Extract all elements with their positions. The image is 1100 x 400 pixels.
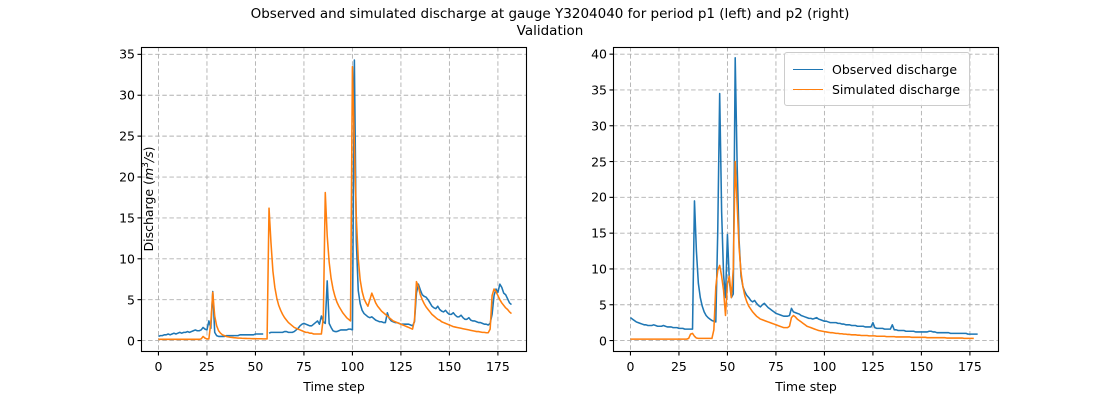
legend-label-simulated: Simulated discharge <box>832 81 961 97</box>
x-tick-label: 0 <box>154 359 163 374</box>
x-tick-label: 175 <box>485 359 510 374</box>
x-tick-label: 150 <box>437 359 462 374</box>
x-tick-label: 125 <box>860 359 885 374</box>
x-tick-label: 75 <box>767 359 784 374</box>
legend-line-swatch-simulated <box>793 88 823 90</box>
y-tick-label: 0 <box>127 333 135 349</box>
legend-entry-simulated: Simulated discharge <box>793 79 960 99</box>
x-axis-label-left: Time step <box>303 379 365 394</box>
y-tick-label: 5 <box>127 292 135 308</box>
x-tick-label: 100 <box>340 359 365 374</box>
y-tick-label: 10 <box>591 261 607 277</box>
y-tick-label: 30 <box>119 87 135 103</box>
figure-suptitle: Observed and simulated discharge at gaug… <box>250 6 850 39</box>
y-axis-label-left: Discharge (m3/s) <box>141 146 157 252</box>
legend-entry-observed: Observed discharge <box>793 59 960 79</box>
y-tick-label: 10 <box>119 251 135 267</box>
y-tick-label: 30 <box>591 118 607 134</box>
y-tick-label: 25 <box>591 154 607 170</box>
legend-box: Observed discharge Simulated discharge <box>784 52 971 106</box>
plot-panel-left: Discharge (m3/s) Time step 0 25 50 75 100 125… <box>119 46 528 394</box>
x-tick-label: 175 <box>957 359 982 374</box>
y-tick-label: 15 <box>591 225 607 241</box>
x-tick-label: 0 <box>626 359 635 374</box>
x-tick-label: 125 <box>388 359 413 374</box>
plot-panel-right: Time step 0 25 50 75 100 125 150 175 0 5 10 15 20 25 3… <box>591 46 1000 394</box>
x-tick-label: 100 <box>812 359 837 374</box>
y-tick-label: 25 <box>119 128 135 144</box>
x-axis-label-right: Time step <box>775 379 837 394</box>
x-tick-label: 25 <box>198 359 215 374</box>
y-tick-label: 20 <box>119 169 135 185</box>
y-tick-label: 35 <box>119 46 135 62</box>
legend-label-observed: Observed discharge <box>832 61 958 77</box>
x-tick-label: 25 <box>670 359 687 374</box>
y-tick-label: 5 <box>599 297 607 313</box>
y-tick-label: 0 <box>599 333 607 349</box>
x-tick-label: 50 <box>719 359 736 374</box>
axes-right <box>609 46 1000 356</box>
legend-line-swatch-observed <box>793 68 823 70</box>
y-tick-label: 35 <box>591 82 607 98</box>
y-tick-label: 40 <box>591 46 607 62</box>
x-tick-label: 75 <box>295 359 312 374</box>
y-tick-label: 15 <box>119 210 135 226</box>
x-tick-label: 150 <box>909 359 934 374</box>
axes-left <box>137 46 528 356</box>
x-tick-label: 50 <box>247 359 264 374</box>
y-tick-label: 20 <box>591 189 607 205</box>
